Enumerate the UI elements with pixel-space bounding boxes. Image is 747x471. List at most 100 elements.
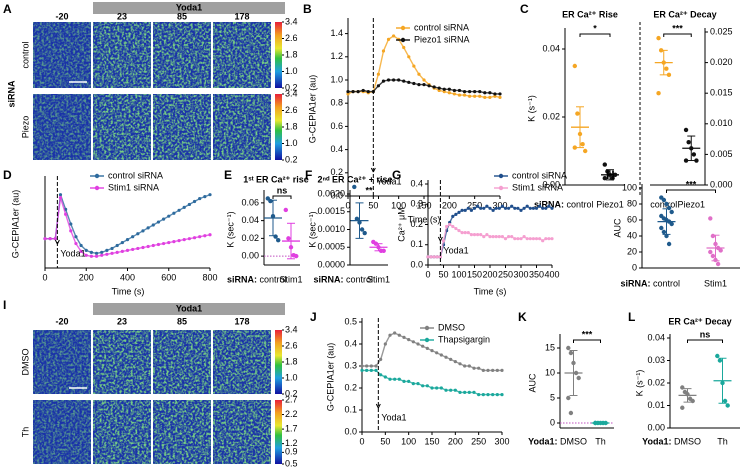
data-point (510, 204, 514, 208)
data-point (136, 246, 140, 251)
micrograph-signal (93, 22, 151, 88)
data-point (203, 195, 207, 199)
panel-letter: D (3, 168, 12, 182)
data-point (273, 234, 278, 239)
panel-letter: G (392, 168, 401, 182)
micrograph-signal (213, 22, 271, 88)
data-point (531, 237, 536, 241)
data-point (172, 240, 176, 244)
data-point (283, 207, 288, 213)
y-tick-label: 0.00 (542, 179, 560, 189)
data-point (276, 237, 281, 243)
micrograph-signal (33, 22, 91, 88)
data-point (392, 78, 396, 82)
y-tick-label: 0.0 (344, 426, 357, 436)
chart-title: 2ⁿᵈ ER Ca²⁺ + rise (317, 174, 392, 184)
x-tick-label: 100 (451, 269, 466, 279)
y-tick-label: 0.4 (344, 338, 357, 348)
data-point (717, 358, 723, 363)
data-point (485, 204, 489, 208)
y-tick-label: 0.020 (710, 57, 733, 67)
category-label: control (566, 199, 593, 209)
row-label: Th (20, 427, 30, 438)
data-point (381, 79, 386, 83)
y-tick-label: 0.04 (241, 215, 259, 225)
data-point (494, 235, 498, 239)
x-tick-label: 400 (544, 269, 559, 279)
x-tick-label: 400 (120, 272, 135, 282)
data-point (125, 248, 130, 252)
y-tick-label: 20 (627, 246, 637, 256)
series-line (347, 35, 501, 99)
data-point (402, 79, 406, 83)
data-point (198, 196, 202, 201)
data-point (568, 350, 574, 356)
data-point (182, 205, 186, 209)
data-point (491, 208, 495, 212)
data-point (510, 235, 514, 239)
category-label: Th (595, 436, 606, 446)
data-point (491, 368, 495, 372)
significance-label: *** (686, 179, 697, 189)
data-point (472, 366, 476, 370)
y-tick-label: 0 (550, 417, 555, 427)
panel-letter: K (518, 310, 527, 324)
y-tick-label: 0 (632, 262, 637, 272)
data-point (438, 255, 442, 259)
data-point (156, 220, 161, 224)
data-point (686, 139, 691, 145)
data-point (482, 206, 486, 210)
panel-letter: C (520, 2, 529, 16)
x-tick-label: 300 (494, 436, 509, 446)
time-label: -20 (55, 316, 68, 326)
category-label: control (259, 274, 286, 284)
data-point (680, 385, 685, 390)
data-point (444, 355, 448, 359)
data-point (79, 249, 83, 253)
data-point (151, 243, 155, 248)
data-point (125, 238, 130, 242)
data-point (58, 196, 63, 200)
micrograph-signal (33, 330, 91, 394)
data-point (661, 197, 667, 203)
data-point (136, 232, 140, 236)
y-axis-label: K (sec⁻¹) (225, 211, 235, 247)
data-point (534, 206, 539, 210)
colorbar-label: 0.9 (285, 447, 298, 457)
data-point (463, 231, 467, 235)
data-point (407, 338, 411, 342)
data-point (497, 235, 501, 239)
x-tick-label: 0 (425, 269, 430, 279)
data-point (453, 360, 457, 364)
data-point (388, 333, 392, 337)
data-point (361, 88, 365, 93)
data-point (463, 390, 467, 394)
panel-letter: F (305, 168, 312, 182)
data-point (397, 78, 401, 82)
data-point (381, 49, 386, 53)
x-tick-label: 50 (368, 200, 378, 210)
data-point (498, 92, 502, 96)
y-tick-label: 0.06 (241, 197, 259, 207)
event-label: Yoda1 (60, 248, 85, 258)
data-point (156, 242, 161, 247)
category-label: Th (717, 436, 728, 446)
y-tick-label: 0.4 (330, 144, 343, 154)
data-point (462, 93, 467, 97)
event-label: Yoda1 (381, 412, 406, 422)
y-tick-label: 0.0010 (317, 224, 345, 234)
data-point (572, 63, 577, 69)
category-prefix: Yoda1: (642, 436, 671, 446)
y-tick-label: 0.0 (330, 190, 343, 200)
event-label: Yoda1 (443, 245, 468, 255)
data-point (460, 208, 464, 212)
data-point (369, 368, 373, 372)
y-tick-label: 0.1 (410, 239, 423, 249)
time-label: 23 (117, 316, 127, 326)
chart-title: ER Ca²⁺ Rise (562, 9, 618, 19)
y-axis-label: K (s⁻¹) (526, 95, 536, 122)
micrograph-signal (153, 22, 211, 88)
x-tick-label: 0 (42, 272, 47, 282)
data-point (120, 240, 124, 245)
